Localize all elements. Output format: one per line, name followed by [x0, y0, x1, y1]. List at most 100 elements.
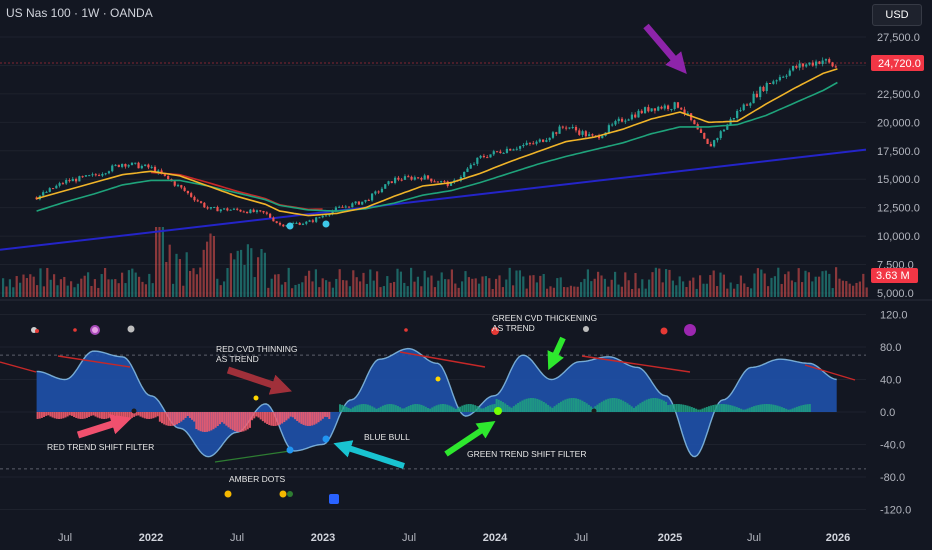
candle-body: [209, 207, 213, 209]
price-tick-label: 5,000.0: [877, 288, 914, 300]
candle-body: [176, 185, 180, 187]
cvd-bar: [201, 412, 204, 432]
candle-body: [643, 107, 647, 114]
candle-body: [591, 134, 594, 136]
price-tick-label: 10,000.0: [877, 231, 920, 243]
candle-body: [538, 139, 541, 142]
cvd-bar: [527, 398, 530, 412]
volume-bar: [260, 249, 263, 297]
signal-dot: [73, 328, 77, 332]
candle-body: [387, 181, 390, 185]
cvd-bar: [444, 404, 447, 412]
cvd-bar: [673, 404, 676, 412]
volume-bar: [372, 280, 375, 297]
signal-dot: [322, 435, 330, 443]
candle-body: [785, 75, 788, 77]
cvd-bar: [641, 401, 644, 412]
cvd-bar: [487, 405, 490, 412]
cvd-bar: [47, 412, 50, 416]
candle-body: [226, 208, 229, 211]
cvd-bar: [635, 406, 638, 412]
cvd-bar: [401, 408, 404, 412]
volume-bar: [590, 281, 593, 297]
cvd-bar: [607, 398, 610, 412]
candle-body: [713, 140, 716, 147]
currency-button[interactable]: USD: [872, 4, 922, 26]
candle-body: [545, 140, 548, 142]
volume-bar: [46, 267, 49, 297]
cvd-bar: [285, 412, 288, 421]
candle-body: [245, 211, 249, 214]
cvd-bar: [521, 400, 524, 412]
candle-body: [775, 80, 778, 82]
volume-bar: [535, 282, 538, 297]
cvd-bar: [341, 404, 344, 412]
candle-body: [81, 176, 84, 178]
signal-dot: [322, 220, 330, 228]
candle-body: [196, 200, 199, 202]
cvd-bar: [244, 412, 247, 431]
volume-bar: [318, 287, 321, 297]
volume-bar: [362, 272, 365, 297]
candle-body: [61, 183, 65, 185]
cvd-bar: [463, 404, 466, 412]
cvd-bar: [798, 406, 801, 412]
candle-body: [828, 59, 831, 63]
cvd-bar: [562, 400, 565, 412]
volume-bar: [12, 287, 15, 297]
volume-bar: [87, 272, 90, 297]
candle-body: [167, 175, 170, 180]
cvd-bar: [609, 398, 612, 412]
cvd-bar: [203, 412, 206, 432]
candle-body: [512, 149, 515, 151]
cvd-bar: [508, 406, 511, 412]
candle-body: [443, 181, 446, 183]
candle-body: [315, 217, 318, 222]
divergence-line: [0, 361, 37, 373]
candle-body: [772, 81, 775, 84]
candle-body: [834, 66, 837, 68]
cvd-bar: [506, 404, 509, 412]
osc-tick-label: 40.0: [880, 375, 901, 387]
volume-bar: [546, 288, 549, 297]
volume-bar: [824, 270, 827, 297]
candle-body: [213, 207, 216, 209]
cvd-bar: [579, 399, 582, 412]
note-amber-dots: AMBER DOTS: [229, 474, 286, 484]
volume-bar: [270, 278, 273, 297]
cvd-bar: [326, 412, 329, 418]
candle-body: [173, 181, 176, 186]
cvd-bar: [800, 405, 803, 412]
cvd-bar: [188, 412, 191, 418]
volume-bar: [338, 269, 341, 297]
volume-bar: [444, 279, 447, 297]
cvd-bar: [478, 407, 481, 412]
volume-bar: [386, 276, 389, 297]
volume-bar: [379, 287, 382, 297]
volume-bar: [675, 285, 678, 297]
volume-bar: [634, 273, 637, 297]
date-label-year: 2024: [483, 532, 508, 544]
cvd-bar: [512, 406, 515, 412]
cvd-bar: [493, 404, 496, 412]
red-cvd-arrow: [226, 366, 292, 395]
cvd-bar: [748, 407, 751, 412]
candle-body: [331, 210, 334, 215]
cvd-bar: [532, 398, 535, 412]
volume-bar: [66, 285, 69, 297]
volume-bar: [413, 281, 416, 297]
candle-body: [449, 182, 453, 186]
candle-body: [627, 119, 630, 121]
cvd-bar: [630, 406, 633, 412]
volume-bar: [688, 280, 691, 297]
volume-bar: [624, 272, 627, 297]
candle-body: [150, 166, 153, 168]
candle-body: [88, 175, 91, 177]
cvd-bar: [742, 409, 745, 412]
volume-bar: [53, 274, 56, 297]
price-tick-label: 17,500.0: [877, 146, 920, 158]
volume-bar: [49, 279, 52, 297]
volume-bar: [474, 278, 477, 297]
cvd-bar: [598, 403, 601, 412]
